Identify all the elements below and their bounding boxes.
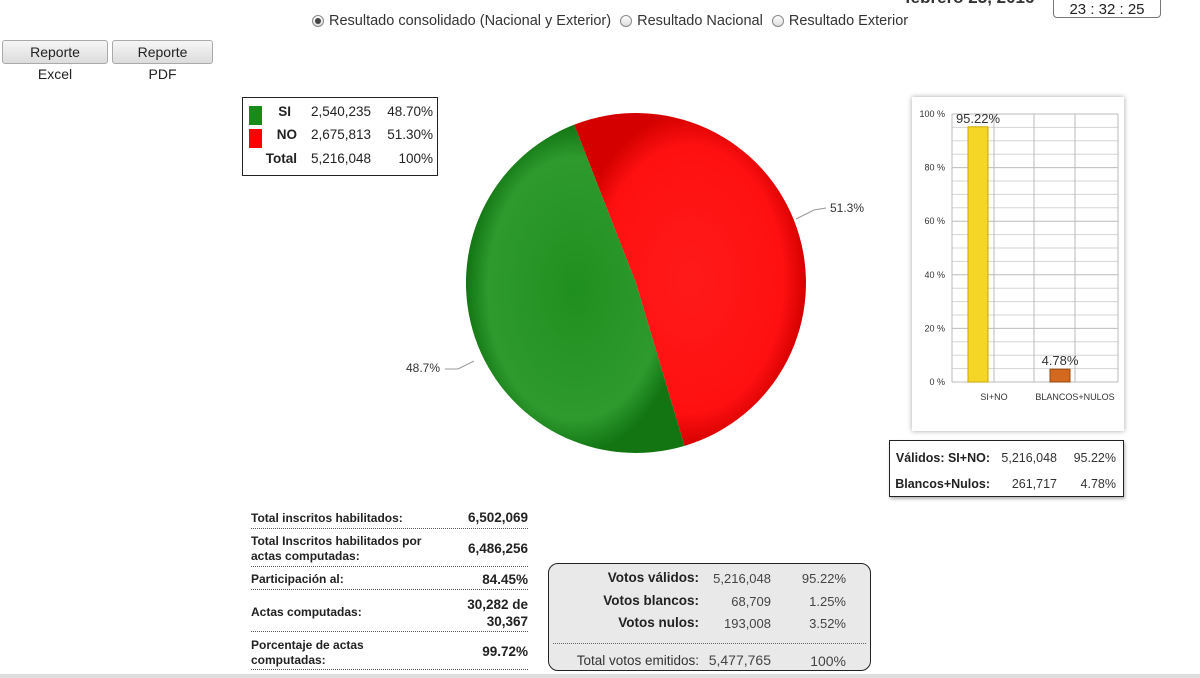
totals-pct: 3.52% bbox=[809, 616, 846, 631]
totals-value: 68,709 bbox=[731, 594, 771, 609]
stat-value: 84.45% bbox=[482, 572, 528, 587]
radio-exterior-label: Resultado Exterior bbox=[788, 13, 909, 29]
y-tick-label: 100 % bbox=[919, 109, 945, 119]
totals-label: Votos válidos: bbox=[607, 570, 699, 585]
radio-unchecked-icon[interactable] bbox=[620, 15, 633, 27]
stat-value: 99.72% bbox=[482, 644, 528, 659]
legend-pct: 100% bbox=[398, 151, 433, 166]
stat-row-inscritos: Total inscritos habilitados: 6,502,069 bbox=[251, 510, 528, 529]
totals-value: 5,477,765 bbox=[708, 652, 771, 668]
stat-label: Porcentaje de actas computadas: bbox=[251, 638, 364, 667]
pie-chart: 48.7% 51.3% bbox=[406, 113, 864, 454]
page-bottom-edge bbox=[0, 674, 1200, 678]
radio-nacional[interactable]: Resultado Nacional bbox=[620, 13, 763, 29]
totals-value: 5,216,048 bbox=[713, 571, 771, 586]
pie-legend: SI 2,540,235 48.70% NO 2,675,813 51.30% … bbox=[242, 97, 438, 176]
x-category-label: SI+NO bbox=[980, 392, 1007, 402]
legend-row-si: SI 2,540,235 48.70% bbox=[243, 104, 439, 126]
valid-pct: 95.22% bbox=[1073, 451, 1116, 465]
totals-value: 193,008 bbox=[724, 616, 771, 631]
date-label: febrero 25, 2016 bbox=[905, 0, 1034, 8]
stat-value: 6,486,256 bbox=[467, 541, 528, 556]
stat-value: 6,502,069 bbox=[467, 510, 528, 525]
totals-divider bbox=[553, 643, 866, 644]
y-tick-label: 80 % bbox=[924, 163, 945, 173]
y-tick-label: 40 % bbox=[924, 270, 945, 280]
legend-votes: 5,216,048 bbox=[310, 151, 371, 166]
valid-value: 5,216,048 bbox=[1001, 451, 1057, 465]
totals-label: Votos blancos: bbox=[603, 593, 699, 608]
legend-swatch-si bbox=[249, 106, 262, 125]
y-tick-label: 20 % bbox=[924, 323, 945, 333]
x-category-label: BLANCOS+NULOS bbox=[1035, 392, 1114, 402]
valid-label: Válidos: SI+NO: bbox=[895, 451, 990, 465]
pie-leader-si bbox=[445, 360, 475, 370]
legend-name: NO bbox=[276, 127, 297, 142]
radio-consolidado-label: Resultado consolidado (Nacional y Exteri… bbox=[329, 13, 612, 29]
stat-label: Total Inscritos habilitados por actas co… bbox=[251, 534, 422, 563]
legend-row-total: Total 5,216,048 100% bbox=[243, 151, 439, 173]
blank-null-pct: 4.78% bbox=[1080, 477, 1116, 491]
legend-votes: 2,675,813 bbox=[310, 127, 371, 142]
reporte-excel-button[interactable]: Reporte Excel bbox=[2, 40, 108, 82]
legend-pct: 51.30% bbox=[387, 127, 433, 142]
bar-blancos-nulos bbox=[1049, 368, 1071, 383]
pie-leader-no bbox=[795, 207, 827, 220]
totals-label: Votos nulos: bbox=[618, 615, 699, 630]
radio-checked-icon[interactable] bbox=[312, 15, 324, 27]
legend-votes: 2,540,235 bbox=[310, 104, 371, 119]
clock-display: 23 : 32 : 25 bbox=[1053, 0, 1161, 18]
pie-label-si: 48.7% bbox=[406, 361, 440, 375]
radio-nacional-label: Resultado Nacional bbox=[637, 13, 763, 29]
stat-row-participacion: Participación al: 84.45% bbox=[251, 571, 528, 590]
radio-consolidado[interactable]: Resultado consolidado (Nacional y Exteri… bbox=[312, 13, 611, 29]
pie-slice-si bbox=[465, 124, 685, 454]
stat-value: 30,282 de 30,367 bbox=[467, 597, 528, 629]
bar-chart-panel: 0 % 20 % 40 % 60 % 80 % 100 % 95.22% 4.7… bbox=[912, 97, 1124, 431]
y-tick-label: 0 % bbox=[929, 377, 945, 387]
stat-row-actas: Actas computadas: 30,282 de 30,367 bbox=[251, 594, 528, 632]
radio-exterior[interactable]: Resultado Exterior bbox=[771, 13, 909, 29]
stat-row-porcentaje: Porcentaje de actas computadas: 99.72% bbox=[251, 636, 528, 670]
bar-chart: 0 % 20 % 40 % 60 % 80 % 100 % 95.22% 4.7… bbox=[919, 109, 1119, 402]
bar-value-label: 4.78% bbox=[1042, 353, 1079, 368]
votes-totals-box: Votos válidos: 5,216,048 95.22% Votos bl… bbox=[548, 563, 871, 671]
stat-label: Actas computadas: bbox=[251, 605, 362, 619]
legend-row-no: NO 2,675,813 51.30% bbox=[243, 127, 439, 149]
bar-si-no bbox=[967, 126, 989, 383]
bar-value-label: 95.22% bbox=[956, 111, 1001, 126]
blank-null-value: 261,717 bbox=[1011, 477, 1057, 491]
legend-swatch-no bbox=[249, 129, 262, 148]
legend-pct: 48.70% bbox=[387, 104, 433, 119]
pie-label-no: 51.3% bbox=[830, 201, 864, 215]
totals-pct: 100% bbox=[810, 653, 846, 669]
pie-slice-no bbox=[574, 113, 806, 446]
stat-label: Total inscritos habilitados: bbox=[251, 511, 403, 525]
blank-null-label: Blancos+Nulos: bbox=[895, 477, 990, 491]
legend-name: Total bbox=[265, 151, 297, 166]
radio-unchecked-icon[interactable] bbox=[771, 15, 784, 27]
totals-pct: 1.25% bbox=[809, 594, 846, 609]
legend-name: SI bbox=[278, 104, 291, 119]
y-tick-label: 60 % bbox=[924, 216, 945, 226]
valid-votes-summary: Válidos: SI+NO: 5,216,048 95.22% Blancos… bbox=[889, 440, 1124, 497]
stat-row-actas-inscritos: Total Inscritos habilitados por actas co… bbox=[251, 533, 528, 567]
stat-label: Participación al: bbox=[251, 572, 344, 586]
result-scope-radio-group: Resultado consolidado (Nacional y Exteri… bbox=[312, 13, 917, 29]
totals-pct: 95.22% bbox=[801, 571, 846, 586]
reporte-pdf-button[interactable]: Reporte PDF bbox=[112, 40, 213, 82]
totals-label: Total votos emitidos: bbox=[576, 653, 699, 668]
